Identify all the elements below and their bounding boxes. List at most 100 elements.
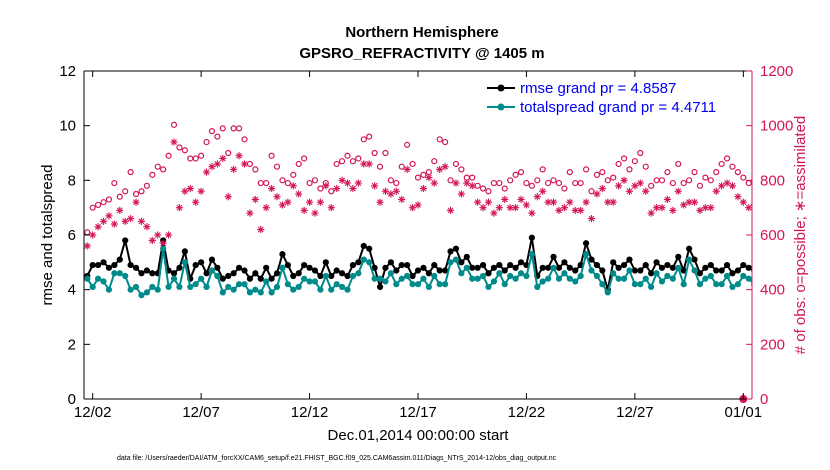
data-point <box>116 270 123 277</box>
obs-possible-point <box>409 160 416 168</box>
data-point <box>740 272 747 280</box>
obs-assimilated-point <box>376 198 384 206</box>
data-point <box>582 251 590 258</box>
data-point <box>306 278 313 285</box>
obs-assimilated-point <box>143 223 151 231</box>
obs-possible-point <box>718 160 725 168</box>
data-point <box>675 264 682 271</box>
obs-assimilated-point <box>311 209 319 217</box>
y-axis-left-label: rmse and totalspread <box>39 165 56 306</box>
data-point <box>328 286 335 293</box>
obs-possible-point <box>713 169 720 176</box>
data-point <box>588 267 595 274</box>
obs-assimilated-point <box>121 217 129 225</box>
obs-possible-point <box>447 177 454 184</box>
data-point <box>290 272 297 280</box>
obs-assimilated-point <box>712 187 720 195</box>
data-point <box>447 259 454 266</box>
data-point <box>257 289 264 296</box>
data-point <box>729 270 736 277</box>
obs-possible-point <box>723 155 731 162</box>
obs-possible-point <box>295 160 302 168</box>
data-point <box>452 256 460 263</box>
data-point <box>127 261 134 269</box>
data-point <box>588 256 595 263</box>
data-point <box>811 265 817 271</box>
data-point <box>642 275 649 282</box>
obs-assimilated-point <box>360 160 368 168</box>
data-point <box>479 261 487 269</box>
data-point <box>582 240 590 247</box>
data-point <box>414 267 422 274</box>
data-point <box>246 275 254 282</box>
data-point <box>241 281 248 288</box>
obs-possible-point <box>620 155 628 162</box>
obs-possible-point <box>263 179 270 187</box>
series-totalspread <box>84 245 752 299</box>
data-point <box>734 281 742 288</box>
data-point <box>279 251 286 258</box>
x-tick-label: 12/12 <box>291 404 329 421</box>
data-point <box>729 283 736 291</box>
obs-assimilated-point <box>539 187 547 195</box>
data-point <box>273 283 281 291</box>
data-point <box>349 272 357 280</box>
obs-possible-point <box>680 179 687 187</box>
data-point <box>669 275 676 282</box>
data-point <box>740 261 747 269</box>
obs-assimilated-point <box>479 204 487 212</box>
data-point <box>561 259 568 266</box>
data-point <box>371 264 378 271</box>
obs-assimilated-point <box>127 215 135 223</box>
obs-assimilated-point <box>425 174 433 182</box>
data-point <box>702 264 709 271</box>
data-point <box>138 292 145 299</box>
data-point <box>620 261 628 269</box>
obs-possible-point <box>779 156 784 161</box>
obs-assimilated-point <box>333 184 341 193</box>
series-assimilated <box>84 138 752 250</box>
data-point <box>89 283 96 291</box>
obs-possible-point <box>192 155 199 162</box>
obs-assimilated-point <box>598 184 606 193</box>
obs-possible-point <box>577 179 584 187</box>
obs-assimilated-point <box>658 204 666 212</box>
data-point <box>642 261 649 269</box>
data-point <box>528 251 535 258</box>
data-point <box>279 264 286 271</box>
data-point <box>366 245 373 252</box>
data-point <box>105 264 113 271</box>
data-point <box>132 283 140 291</box>
obs-possible-point <box>290 171 297 178</box>
obs-assimilated-point <box>181 187 189 195</box>
obs-possible-point <box>306 179 313 187</box>
data-point <box>252 286 259 293</box>
data-point <box>615 264 622 271</box>
obs-assimilated-point <box>474 198 482 206</box>
data-point <box>409 272 416 280</box>
legend-label: totalspread grand pr = 4.4711 <box>520 99 716 116</box>
data-point <box>458 259 465 266</box>
data-point <box>393 281 400 288</box>
data-point <box>773 267 779 273</box>
data-point <box>680 281 687 288</box>
data-point <box>393 267 400 274</box>
obs-assimilated-point <box>251 195 259 204</box>
data-point <box>545 264 552 271</box>
obs-possible-point <box>176 144 183 151</box>
data-point <box>311 267 319 274</box>
obs-assimilated-point <box>522 201 531 209</box>
obs-assimilated-point <box>517 195 525 204</box>
data-point <box>398 261 405 269</box>
y-right-tick-label: 1000 <box>760 118 793 135</box>
obs-assimilated-point <box>718 182 726 190</box>
data-point <box>572 267 579 274</box>
obs-assimilated-point <box>349 184 357 193</box>
obs-assimilated-point <box>398 195 406 204</box>
obs-assimilated-point <box>343 179 352 187</box>
obs-assimilated-point <box>116 206 124 214</box>
data-point <box>284 281 291 288</box>
data-point <box>545 275 552 282</box>
series-rmse <box>84 234 817 293</box>
